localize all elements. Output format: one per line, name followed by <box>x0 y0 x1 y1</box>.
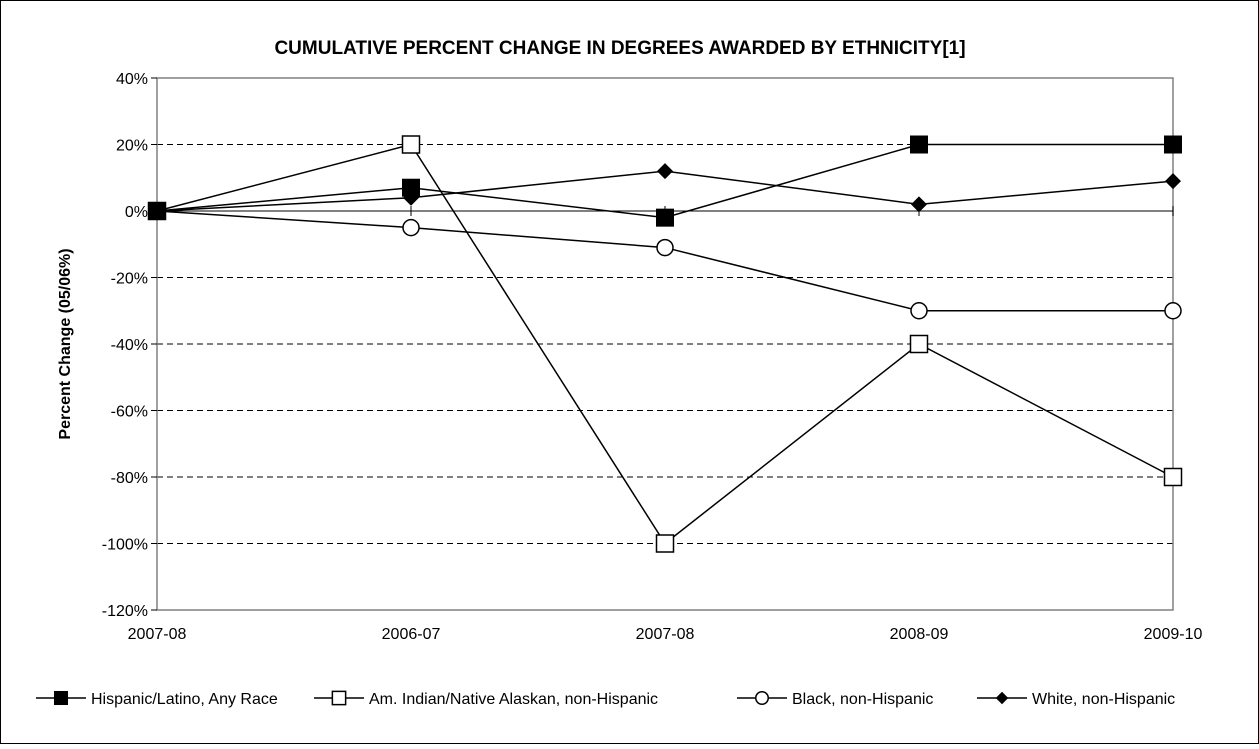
x-tick-label: 2007-08 <box>636 626 695 643</box>
data-point <box>148 202 166 220</box>
x-tick-label: 2008-09 <box>890 626 949 643</box>
y-tick-label: -20% <box>111 271 148 288</box>
x-tick-label: 2007-08 <box>128 626 187 643</box>
data-point <box>1164 302 1182 320</box>
data-point <box>1165 173 1181 190</box>
axes: 40% 20% 0% -20% -40% -60% -80% -100% -120% 2007-0… <box>102 71 1203 643</box>
data-point <box>1163 467 1183 487</box>
series-1 <box>148 135 1182 227</box>
data-point <box>755 691 769 705</box>
data-point <box>911 196 927 213</box>
y-tick-label: -80% <box>111 470 148 487</box>
x-tick-label: 2006-07 <box>382 626 441 643</box>
legend-item: White, non-Hispanic <box>977 691 1175 708</box>
y-tick-label: -40% <box>111 337 148 354</box>
data-point <box>656 208 674 227</box>
x-tick-label: 2009-10 <box>1144 626 1203 643</box>
chart-title: CUMULATIVE PERCENT CHANGE IN DEGREES AWA… <box>274 38 965 59</box>
legend-item: Black, non-Hispanic <box>737 691 933 708</box>
data-point <box>402 218 420 237</box>
y-tick-label: -100% <box>102 537 148 554</box>
data-point <box>331 690 347 706</box>
data-point <box>995 691 1009 705</box>
legend-item: Hispanic/Latino, Any Race <box>36 690 278 708</box>
data-point <box>401 135 421 154</box>
y-tick-label: 20% <box>116 138 148 155</box>
data-point <box>910 302 928 320</box>
data-point <box>53 690 69 706</box>
y-tick-label: -60% <box>111 404 148 421</box>
legend-label: White, non-Hispanic <box>1032 691 1175 708</box>
y-axis-label: Percent Change (05/06%) <box>57 248 74 439</box>
data-point <box>910 135 928 154</box>
legend-label: Hispanic/Latino, Any Race <box>91 691 278 708</box>
y-tick-label: 40% <box>116 71 148 88</box>
legend-label: Am. Indian/Native Alaskan, non-Hispanic <box>369 691 658 708</box>
data-point <box>402 178 420 197</box>
data-point <box>909 334 929 354</box>
series-3 <box>148 202 1182 320</box>
legend: Hispanic/Latino, Any Race Am. Indian/Nati… <box>36 690 1175 708</box>
legend-item: Am. Indian/Native Alaskan, non-Hispanic <box>314 690 658 708</box>
data-series <box>147 135 1183 553</box>
data-point <box>657 163 673 180</box>
data-point <box>656 238 674 257</box>
data-point <box>1164 135 1182 154</box>
y-tick-label: -120% <box>102 603 148 620</box>
legend-label: Black, non-Hispanic <box>792 691 933 708</box>
data-point <box>655 534 675 553</box>
y-tick-label: 0% <box>125 204 148 221</box>
